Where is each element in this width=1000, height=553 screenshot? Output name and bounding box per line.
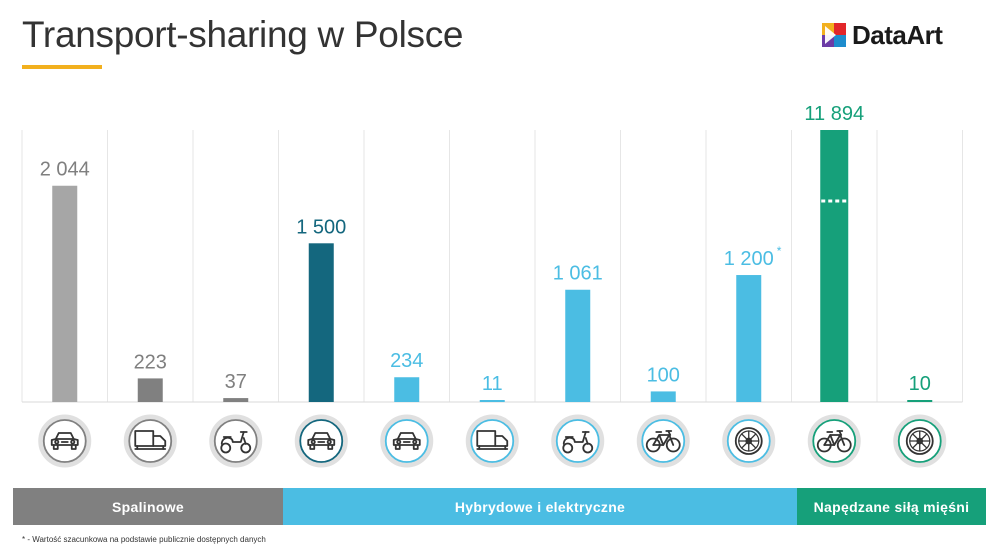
car-icon xyxy=(380,414,434,468)
data-label: 1 200 xyxy=(724,248,774,270)
bar xyxy=(650,391,676,402)
bicycle-icon xyxy=(636,414,690,468)
scooter-icon xyxy=(209,414,263,468)
estimate-marker: * xyxy=(777,244,782,258)
data-label: 37 xyxy=(225,371,247,393)
bar xyxy=(223,398,249,402)
bar xyxy=(137,378,163,402)
footnote: * - Wartość szacunkowa na podstawie publ… xyxy=(22,535,266,544)
data-label: 234 xyxy=(390,350,423,372)
category-band: Spalinowe xyxy=(13,488,283,525)
truck-icon xyxy=(123,414,177,468)
logo-text: DataArt xyxy=(852,19,943,50)
bar xyxy=(565,289,591,402)
bar xyxy=(394,377,420,402)
data-label: 223 xyxy=(134,351,167,373)
bar xyxy=(308,243,334,402)
bar xyxy=(907,400,933,402)
bar xyxy=(479,400,505,402)
wheel-icon xyxy=(893,414,947,468)
category-band: Hybrydowe i elektryczne xyxy=(283,488,797,525)
data-label: 11 xyxy=(482,373,503,395)
title-underline xyxy=(22,65,102,69)
category-band: Napędzane siłą mięśni xyxy=(797,488,986,525)
bar-chart: 2 044 223 37 1 500 234 11 1 061 100 1 200 * 11 894… xyxy=(21,103,963,468)
bar xyxy=(820,130,849,402)
data-label: 2 044 xyxy=(40,159,90,181)
car-icon xyxy=(294,414,348,468)
dataart-logo: DataArt xyxy=(822,19,943,50)
data-label: 11 894 xyxy=(804,103,864,125)
bar xyxy=(52,185,78,402)
data-label: 100 xyxy=(647,364,680,386)
bicycle-icon xyxy=(807,414,861,468)
data-label: 10 xyxy=(909,373,931,395)
wheel-icon xyxy=(722,414,776,468)
data-label: 1 061 xyxy=(553,263,603,285)
data-label: 1 500 xyxy=(296,216,346,238)
scooter-icon xyxy=(551,414,605,468)
bar xyxy=(736,275,762,402)
car-icon xyxy=(38,414,92,468)
truck-icon xyxy=(465,414,519,468)
page-title: Transport-sharing w Polsce xyxy=(22,14,464,55)
dataart-logo-icon xyxy=(822,23,846,47)
